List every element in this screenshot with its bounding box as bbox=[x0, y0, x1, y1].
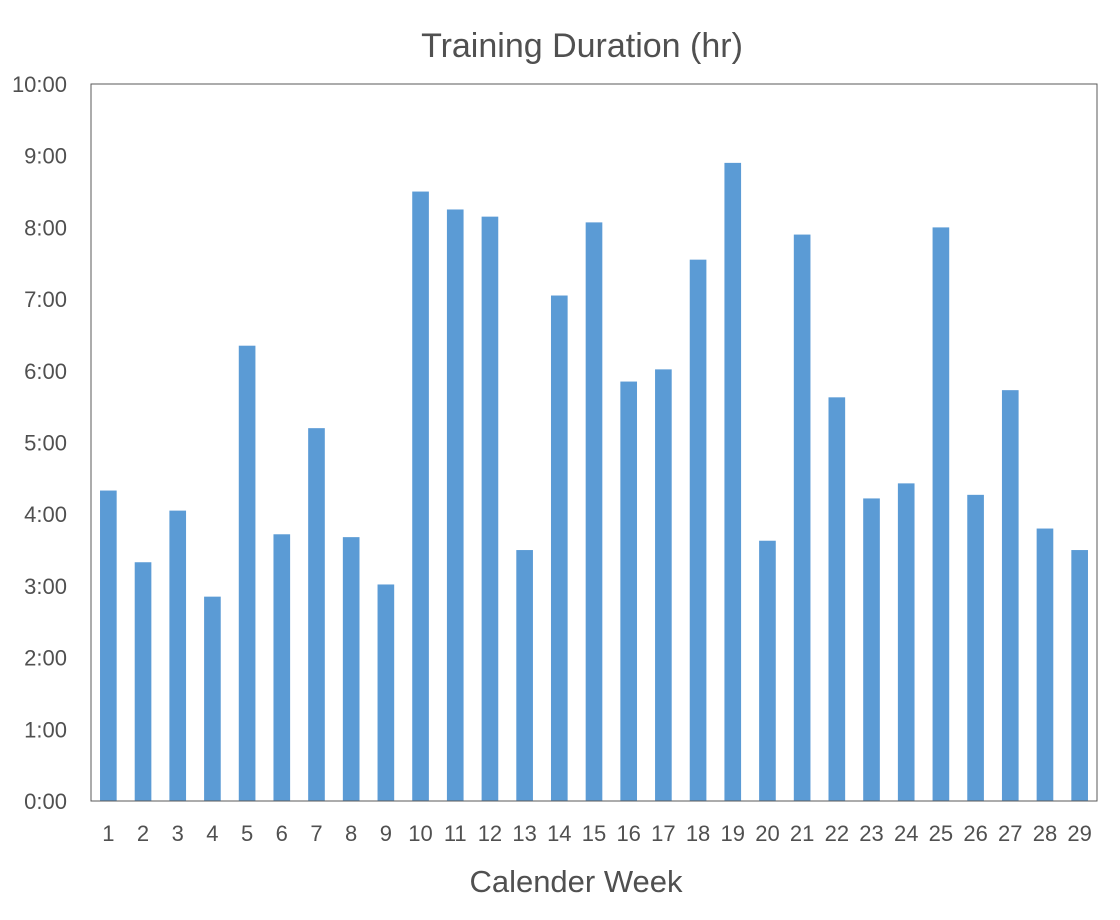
y-tick-label: 4:00 bbox=[24, 502, 67, 527]
x-tick-label: 27 bbox=[998, 821, 1022, 846]
bar-series bbox=[100, 162, 1088, 802]
x-tick-label: 8 bbox=[345, 821, 357, 846]
y-tick-label: 2:00 bbox=[24, 646, 67, 671]
bar-week-9 bbox=[377, 584, 395, 801]
x-tick-label: 13 bbox=[512, 821, 536, 846]
bar-week-14 bbox=[550, 295, 568, 801]
bar-week-8 bbox=[342, 537, 360, 801]
x-tick-label: 25 bbox=[929, 821, 953, 846]
bar-week-1 bbox=[100, 490, 117, 801]
x-tick-label: 3 bbox=[172, 821, 184, 846]
x-tick-label: 12 bbox=[478, 821, 502, 846]
bar-week-17 bbox=[655, 369, 672, 801]
y-tick-label: 9:00 bbox=[24, 144, 67, 169]
x-tick-label: 18 bbox=[686, 821, 710, 846]
y-tick-label: 3:00 bbox=[24, 574, 67, 599]
bar-week-23 bbox=[863, 498, 880, 801]
bar-week-13 bbox=[516, 550, 533, 801]
x-tick-label: 19 bbox=[721, 821, 745, 846]
chart-title: Training Duration (hr) bbox=[421, 27, 743, 65]
x-tick-label: 24 bbox=[894, 821, 918, 846]
x-axis-ticks: 1 2 3 4 5 6 7 8 9 10 11 12 13 14 15 16 17 18 19 20 21 22 23 24 2… bbox=[102, 821, 1092, 846]
bar-week-3 bbox=[169, 510, 187, 801]
bar-week-15 bbox=[585, 222, 603, 801]
x-tick-label: 29 bbox=[1067, 821, 1091, 846]
x-tick-label: 15 bbox=[582, 821, 606, 846]
x-tick-label: 28 bbox=[1033, 821, 1057, 846]
x-tick-label: 2 bbox=[137, 821, 149, 846]
y-axis-ticks: 0:00 1:00 2:00 3:00 4:00 5:00 6:00 7:00 8:00 9:00… bbox=[12, 72, 67, 814]
bar-week-21 bbox=[793, 234, 811, 801]
x-axis-label: Calender Week bbox=[469, 864, 683, 899]
bar-week-25 bbox=[932, 227, 950, 801]
x-tick-label: 11 bbox=[444, 821, 467, 846]
bar-week-22 bbox=[828, 397, 846, 801]
x-tick-label: 17 bbox=[651, 821, 675, 846]
bar-week-16 bbox=[620, 381, 638, 801]
bar-week-18 bbox=[689, 259, 707, 801]
x-tick-label: 23 bbox=[859, 821, 883, 846]
x-tick-label: 9 bbox=[380, 821, 392, 846]
bar-week-2 bbox=[134, 562, 152, 801]
plot-area-frame bbox=[90, 83, 1098, 802]
x-tick-label: 6 bbox=[276, 821, 288, 846]
bar-week-11 bbox=[446, 209, 464, 802]
x-tick-label: 26 bbox=[963, 821, 987, 846]
y-tick-label: 1:00 bbox=[24, 717, 67, 742]
x-tick-label: 20 bbox=[755, 821, 779, 846]
bar-week-20 bbox=[759, 540, 776, 801]
x-tick-label: 7 bbox=[310, 821, 322, 846]
x-tick-label: 10 bbox=[408, 821, 432, 846]
y-tick-label: 10:00 bbox=[12, 72, 67, 97]
x-tick-label: 1 bbox=[102, 821, 114, 846]
y-tick-label: 6:00 bbox=[24, 359, 67, 384]
bar-week-4 bbox=[204, 596, 221, 801]
y-tick-label: 8:00 bbox=[24, 215, 67, 240]
bar-week-5 bbox=[238, 345, 256, 801]
bar-week-29 bbox=[1071, 550, 1088, 801]
bar-week-7 bbox=[308, 428, 325, 801]
bar-week-26 bbox=[967, 494, 984, 801]
bar-week-28 bbox=[1036, 528, 1054, 801]
x-tick-label: 14 bbox=[547, 821, 571, 846]
y-tick-label: 0:00 bbox=[24, 789, 67, 814]
bar-week-27 bbox=[1001, 390, 1019, 801]
x-tick-label: 22 bbox=[825, 821, 849, 846]
y-tick-label: 5:00 bbox=[24, 431, 67, 456]
x-tick-label: 4 bbox=[206, 821, 218, 846]
x-tick-label: 5 bbox=[241, 821, 253, 846]
x-tick-label: 21 bbox=[790, 821, 814, 846]
bar-week-12 bbox=[481, 216, 499, 801]
x-tick-label: 16 bbox=[616, 821, 640, 846]
bar-week-10 bbox=[412, 191, 429, 802]
bar-week-24 bbox=[897, 483, 915, 801]
bar-week-6 bbox=[273, 534, 291, 801]
bar-week-19 bbox=[724, 162, 742, 801]
y-tick-label: 7:00 bbox=[24, 287, 67, 312]
